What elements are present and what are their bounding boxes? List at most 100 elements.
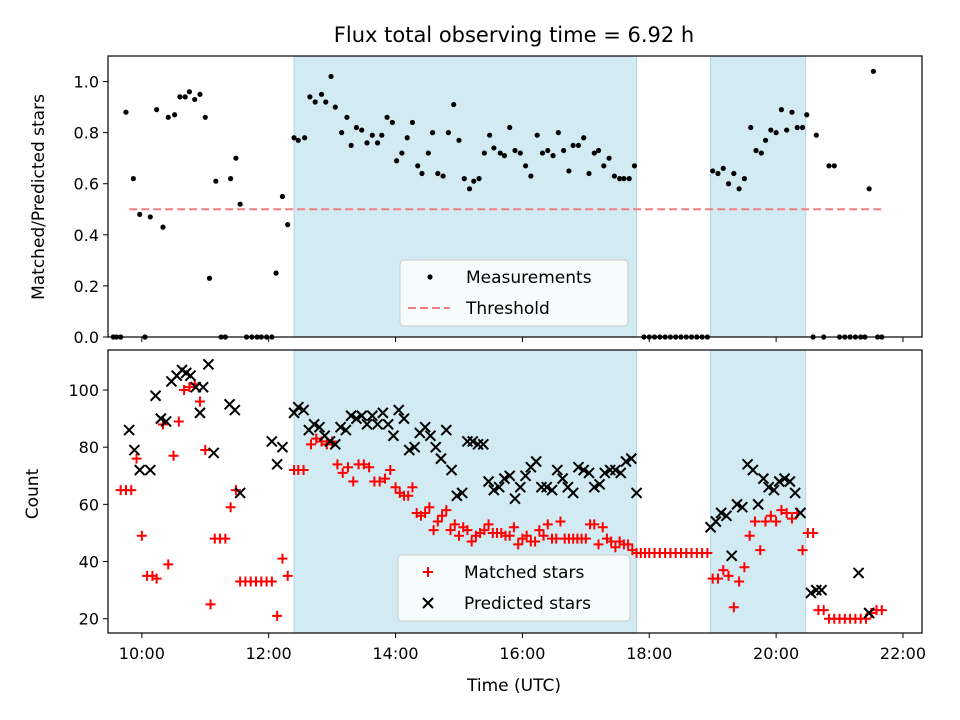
matched-stars-point bbox=[542, 519, 553, 530]
predicted-stars-point bbox=[509, 492, 521, 505]
matched-stars-point bbox=[385, 465, 396, 476]
measurement-point bbox=[177, 94, 183, 100]
x-tick-label: 14:00 bbox=[372, 644, 418, 663]
measurement-point bbox=[279, 193, 286, 200]
y-tick-label: 0.4 bbox=[74, 226, 99, 245]
matched-stars-point bbox=[555, 516, 566, 527]
y-tick-label: 1.0 bbox=[74, 73, 99, 92]
measurement-point bbox=[778, 107, 785, 113]
measurement-point bbox=[137, 211, 143, 217]
matched-stars-point bbox=[776, 505, 787, 516]
matched-stars-point bbox=[781, 507, 792, 518]
x-tick-label: 20:00 bbox=[753, 644, 799, 663]
measurement-point bbox=[534, 132, 540, 138]
matched-stars-point bbox=[298, 465, 309, 476]
measurement-point bbox=[481, 150, 487, 156]
predicted-stars-point bbox=[504, 470, 516, 482]
matched-stars-point bbox=[606, 536, 617, 547]
matched-stars-point bbox=[136, 530, 147, 541]
predicted-stars-point bbox=[768, 484, 780, 496]
predicted-stars-point bbox=[266, 435, 278, 448]
predicted-stars-point bbox=[403, 444, 415, 456]
measurement-point bbox=[154, 107, 160, 113]
predicted-stars-point bbox=[620, 455, 632, 468]
predicted-stars-point bbox=[445, 464, 458, 476]
matched-stars-point bbox=[445, 525, 456, 536]
predicted-stars-point bbox=[134, 464, 146, 476]
predicted-stars-point bbox=[276, 441, 289, 453]
predicted-stars-point bbox=[308, 418, 320, 431]
predicted-stars-point bbox=[852, 567, 865, 579]
predicted-stars-point bbox=[144, 464, 156, 476]
measurement-point bbox=[748, 124, 754, 131]
predicted-stars-point bbox=[234, 487, 246, 499]
matched-stars-point bbox=[441, 505, 452, 516]
measurement-point bbox=[237, 201, 243, 207]
matched-stars-point bbox=[163, 559, 174, 570]
measurement-point bbox=[715, 170, 721, 177]
matched-stars-point bbox=[151, 573, 162, 584]
matched-stars-point bbox=[200, 445, 211, 456]
matched-stars-point bbox=[876, 605, 887, 616]
predicted-stars-point bbox=[123, 424, 135, 436]
measurement-point bbox=[626, 176, 632, 182]
predicted-stars-point bbox=[208, 447, 220, 459]
x-tick-label: 16:00 bbox=[499, 644, 545, 663]
matched-stars-point bbox=[173, 416, 184, 427]
measurement-point bbox=[725, 181, 732, 187]
matched-stars-point bbox=[797, 545, 808, 556]
x-tick-label: 12:00 bbox=[246, 644, 292, 663]
matched-stars-point bbox=[728, 602, 739, 613]
predicted-stars-point bbox=[784, 475, 796, 488]
matched-stars-point bbox=[466, 536, 477, 547]
measurement-point bbox=[359, 127, 365, 133]
measurement-point bbox=[586, 170, 592, 177]
matched-stars-point bbox=[374, 476, 385, 487]
predicted-stars-point bbox=[345, 410, 357, 422]
measurement-point bbox=[522, 163, 529, 169]
matched-stars-point bbox=[390, 482, 401, 493]
predicted-stars-point bbox=[202, 358, 215, 371]
measurement-point bbox=[566, 168, 572, 174]
predicted-stars-point bbox=[288, 407, 300, 419]
matched-stars-point bbox=[771, 516, 782, 527]
matched-stars-point bbox=[760, 516, 771, 527]
measurement-point bbox=[394, 158, 400, 164]
measurement-point bbox=[570, 142, 576, 149]
measurement-point bbox=[550, 153, 556, 159]
plot-frame bbox=[107, 349, 923, 634]
predicted-stars-point bbox=[366, 410, 378, 422]
measurement-point bbox=[182, 94, 188, 100]
matched-stars-point bbox=[311, 433, 322, 444]
matched-stars-point bbox=[734, 576, 745, 587]
measurement-point bbox=[295, 137, 301, 143]
legend-label: Matched stars bbox=[464, 563, 584, 583]
predicted-stars-point bbox=[350, 412, 363, 425]
matched-stars-point bbox=[179, 385, 190, 396]
matched-stars-point bbox=[808, 527, 819, 538]
measurement-point bbox=[753, 147, 759, 154]
matched-stars-point bbox=[449, 519, 460, 530]
measurement-point bbox=[456, 137, 462, 143]
measurement-point bbox=[323, 99, 329, 105]
matched-stars-point bbox=[723, 570, 734, 581]
predicted-stars-point bbox=[440, 424, 452, 436]
matched-stars-point bbox=[593, 539, 604, 550]
predicted-stars-point bbox=[382, 418, 394, 431]
measurement-point bbox=[621, 176, 627, 182]
matched-stars-point bbox=[332, 459, 343, 470]
legend-predicted-marker bbox=[422, 597, 434, 609]
matched-stars-point bbox=[786, 513, 797, 524]
predicted-stars-point bbox=[155, 412, 167, 425]
predicted-stars-point bbox=[128, 444, 141, 456]
matched-stars-point bbox=[521, 530, 532, 541]
measurement-point bbox=[339, 130, 345, 136]
predicted-stars-point bbox=[720, 510, 733, 522]
matched-stars-point bbox=[337, 467, 348, 478]
measurement-point bbox=[186, 89, 192, 95]
matched-stars-point bbox=[597, 522, 608, 533]
matched-stars-point bbox=[184, 382, 195, 393]
matched-stars-point bbox=[437, 510, 448, 521]
matched-stars-point bbox=[220, 533, 231, 544]
measurement-point bbox=[773, 130, 779, 136]
